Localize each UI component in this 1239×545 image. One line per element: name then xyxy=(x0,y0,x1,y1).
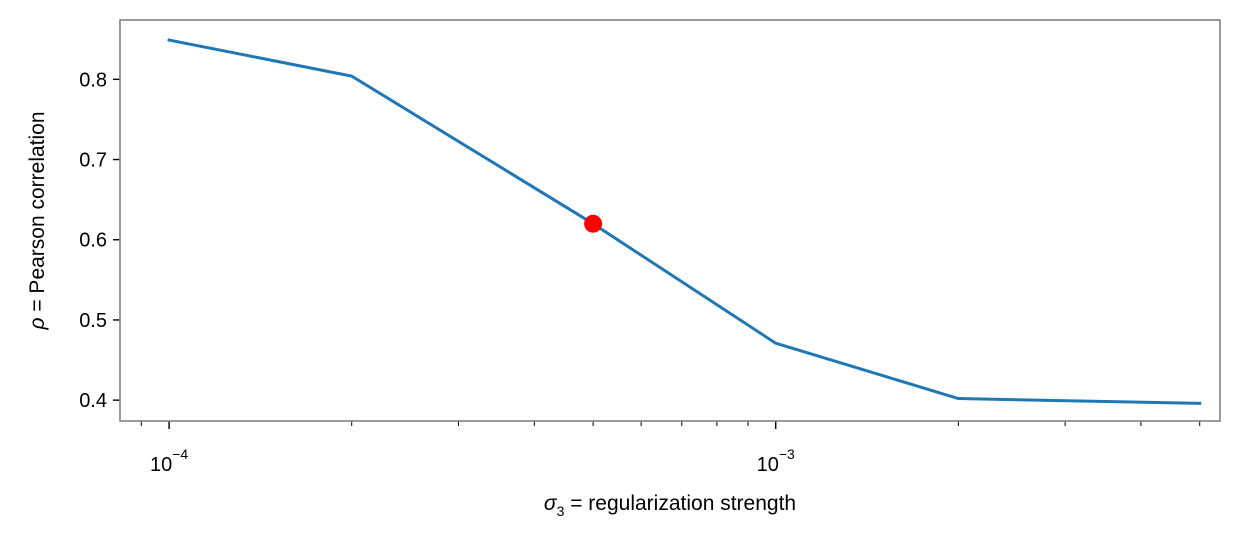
x-tick-label-exponent: −4 xyxy=(172,446,188,462)
y-axis-label-symbol: ρ xyxy=(26,318,49,331)
x-tick-label-exponent: −3 xyxy=(779,446,795,462)
x-axis-label-symbol: σ xyxy=(544,492,558,515)
x-axis-label-subscript: 3 xyxy=(557,503,565,519)
x-tick-label-base: 10 xyxy=(757,454,779,476)
y-axis-label-text: = Pearson correlation xyxy=(26,111,49,317)
series-layer xyxy=(167,38,1202,405)
x-tick-label: 10−3 xyxy=(757,446,795,476)
highlight-point xyxy=(584,214,603,233)
y-tick-label: 0.8 xyxy=(79,69,107,91)
x-tick-label-base: 10 xyxy=(150,454,172,476)
y-axis: 0.4 0.5 0.6 0.7 0.8 xyxy=(79,69,120,412)
series-line xyxy=(167,38,1202,405)
y-axis-label: ρ = Pearson correlation xyxy=(26,111,49,330)
y-tick-label: 0.7 xyxy=(79,150,107,172)
y-tick-label: 0.6 xyxy=(79,230,107,252)
plot-frame xyxy=(119,19,1221,422)
y-tick-label: 0.5 xyxy=(79,310,107,332)
x-axis-label: σ3 = regularization strength xyxy=(544,492,796,519)
x-axis: 10−4 10−3 xyxy=(140,421,1201,476)
y-tick-label: 0.4 xyxy=(79,390,107,412)
x-tick-label: 10−4 xyxy=(150,446,188,476)
x-axis-label-text: = regularization strength xyxy=(564,492,796,515)
